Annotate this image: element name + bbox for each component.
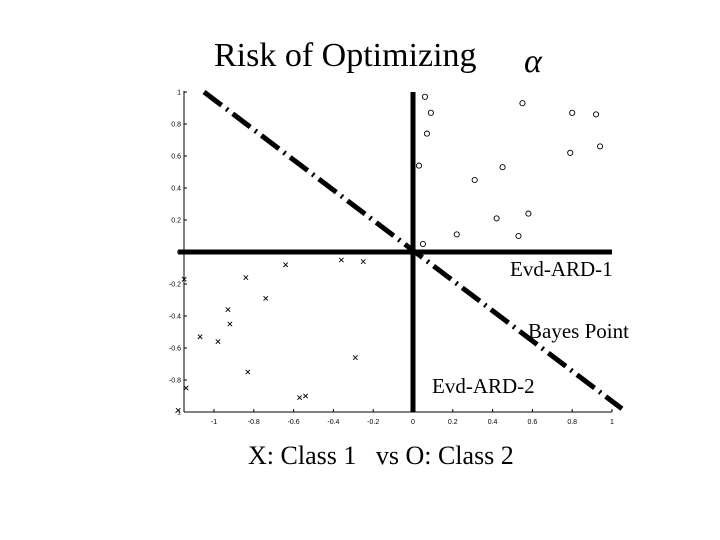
chart-title: Risk of Optimizing (214, 37, 477, 74)
y-tick-label: 0.8 (171, 122, 181, 129)
class-1-point (297, 395, 303, 401)
x-tick-label: -1 (211, 419, 217, 426)
y-tick-label: -0.4 (169, 314, 181, 321)
class-1-point (245, 369, 251, 375)
x-tick-label: 0.6 (528, 419, 538, 426)
class-2-point (419, 240, 427, 248)
data-points (175, 93, 604, 413)
y-tick-label: 0.6 (171, 154, 181, 161)
alpha-symbol: α (524, 43, 543, 80)
class-2-point (525, 210, 532, 217)
x-tick-label: -0.8 (248, 419, 260, 426)
class-2-point (421, 93, 428, 100)
class-2-point (567, 149, 574, 156)
x-tick-label: 0 (411, 419, 415, 426)
class-1-point (338, 257, 344, 263)
class-1-point (360, 259, 366, 265)
bayes-point-line (202, 90, 624, 411)
class-1-point (303, 393, 309, 399)
class-1-point (197, 334, 203, 340)
class-2-point (471, 176, 478, 184)
y-tick-label: 0.2 (171, 218, 181, 225)
decision-lines (178, 90, 624, 412)
class-2-point (423, 130, 430, 137)
class-2-point (569, 109, 576, 116)
y-tick-label: 0.4 (171, 186, 181, 193)
evd-ard-2-label: Evd-ARD-2 (432, 374, 535, 398)
class-1-point (227, 321, 233, 327)
y-tick-label: 1 (177, 90, 181, 97)
class-1-point (352, 355, 358, 361)
x-tick-label: -0.2 (367, 419, 379, 426)
class-2-point (415, 162, 423, 169)
class-1-point (263, 295, 269, 301)
x-tick-label: 0.8 (567, 419, 577, 426)
class-1-point (243, 275, 249, 281)
class-2-point (519, 100, 526, 107)
x-tick-labels: -1 -0.8 -0.6 -0.4 -0.2 0 0.2 0.4 0.6 0.8 1 (211, 409, 614, 426)
class-1-point (283, 262, 289, 268)
class-2-point (593, 111, 600, 118)
x-tick-label: 0.2 (448, 419, 458, 426)
x-tick-label: -0.4 (327, 419, 339, 426)
x-tick-label: 0.4 (488, 419, 498, 426)
class-1-point (215, 339, 221, 345)
plot-area: 10.80.60.40.20-0.2-0.4-0.6-0.8-1 -1-0.8-… (169, 90, 624, 426)
class-1-point (183, 385, 189, 391)
class-2-point (499, 164, 506, 171)
class-1-point (225, 307, 231, 313)
class-2-point (597, 143, 604, 150)
evd-ard-1-label: Evd-ARD-1 (510, 257, 613, 281)
y-tick-label: -0.6 (169, 346, 181, 353)
class-2-point (493, 215, 500, 222)
y-tick-label: -0.8 (169, 378, 181, 385)
class-1-point (175, 407, 181, 413)
class-1-point (181, 276, 187, 282)
bayes-point-label: Bayes Point (528, 319, 629, 343)
class-2-point (427, 109, 434, 116)
class-2-point (515, 232, 522, 240)
x-tick-label: -0.6 (288, 419, 300, 426)
x-tick-label: 1 (610, 419, 614, 426)
y-tick-label: -1 (175, 410, 181, 417)
chart-caption: X: Class 1 vs O: Class 2 (248, 441, 514, 470)
class-2-point (453, 231, 460, 238)
y-tick-label: -0.2 (169, 282, 181, 289)
